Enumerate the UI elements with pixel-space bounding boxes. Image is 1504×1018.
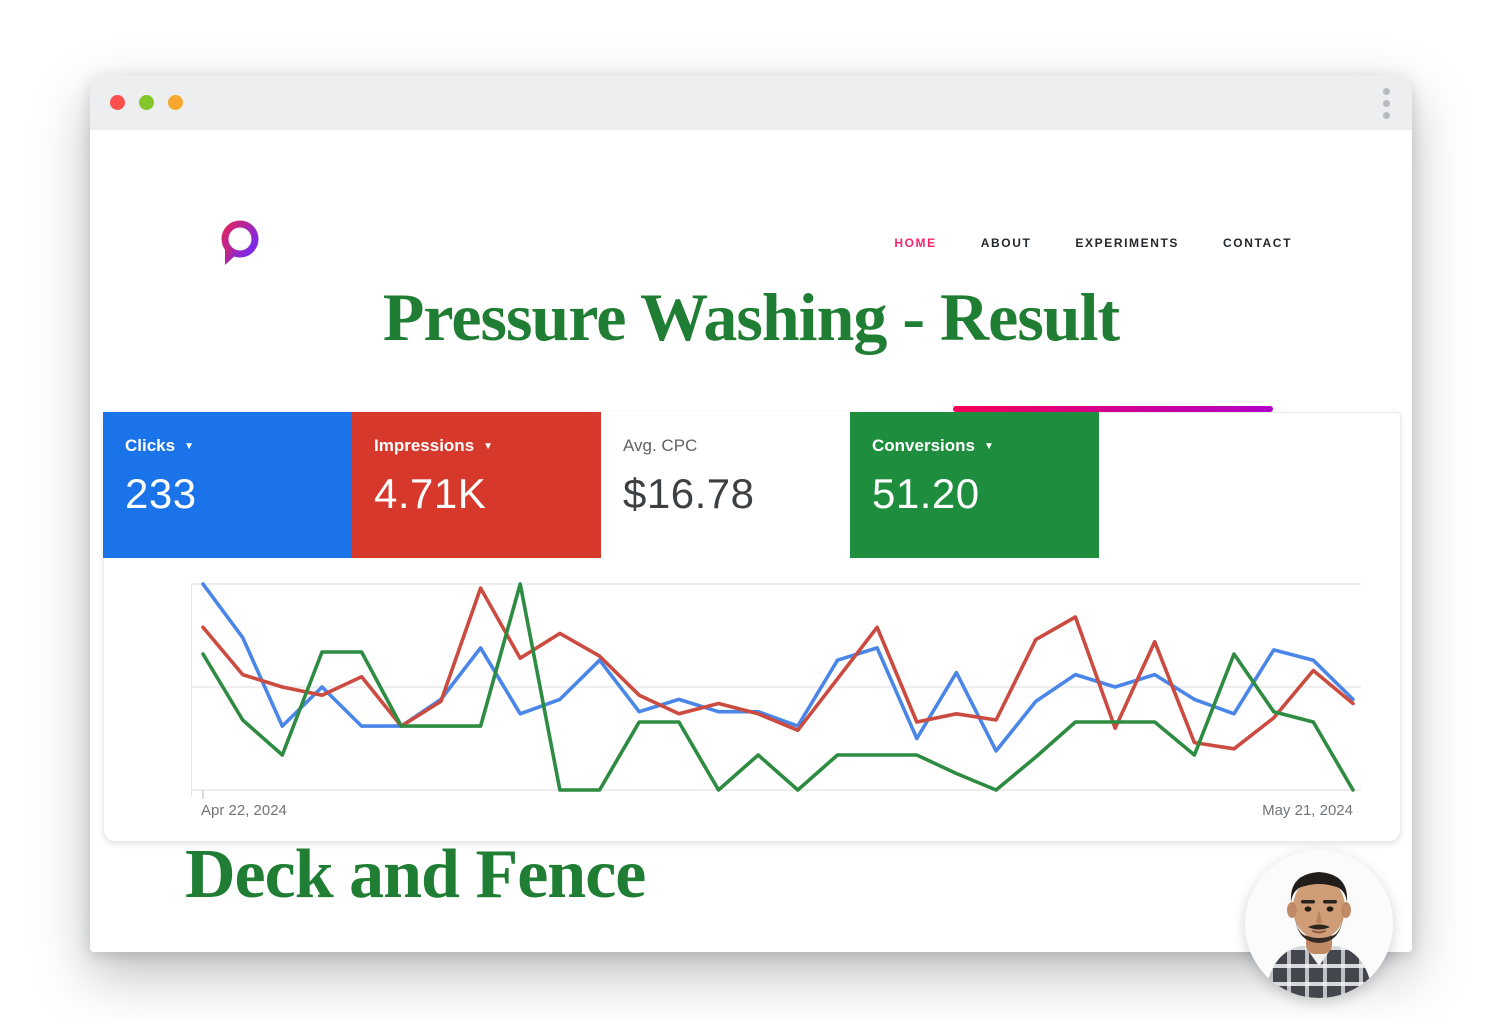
maximize-window-icon[interactable] xyxy=(168,95,183,110)
accent-divider-line xyxy=(953,406,1273,412)
metrics-panel: Clicks ▼ 233 Impressions ▼ 4.71K Avg. CPC … xyxy=(103,412,1401,842)
series-line-conversions xyxy=(201,582,1355,792)
scorecard-label: Avg. CPC xyxy=(623,436,698,455)
nav-item-experiments[interactable]: EXPERIMENTS xyxy=(1075,236,1180,250)
scorecard-value: 4.71K xyxy=(374,470,487,517)
nav-item-contact[interactable]: CONTACT xyxy=(1223,236,1292,250)
chevron-down-icon: ▼ xyxy=(983,441,994,452)
page-title: Pressure Washing - Result xyxy=(382,279,1120,355)
scorecard-row: Clicks ▼ 233 Impressions ▼ 4.71K Avg. CPC … xyxy=(103,412,1099,558)
browser-window: HOME ABOUT EXPERIMENTS CONTACT Pressure … xyxy=(90,75,1412,998)
main-nav: HOME ABOUT EXPERIMENTS CONTACT xyxy=(894,236,1292,250)
series-line-impressions xyxy=(201,586,1355,751)
scorecard-avg-cpc[interactable]: Avg. CPC $16.78 xyxy=(601,412,850,558)
browser-titlebar xyxy=(90,75,1412,130)
x-axis-start-label: Apr 22, 2024 xyxy=(201,802,287,819)
scorecard-value: $16.78 xyxy=(623,470,755,517)
traffic-lights xyxy=(110,75,183,130)
speech-bubble-p-icon xyxy=(221,220,259,265)
chevron-down-icon: ▼ xyxy=(483,441,494,452)
page-content: HOME ABOUT EXPERIMENTS CONTACT Pressure … xyxy=(90,130,1412,998)
line-chart-svg xyxy=(191,582,1361,799)
nav-item-home[interactable]: HOME xyxy=(894,236,937,250)
time-series-chart xyxy=(191,568,1363,818)
chevron-down-icon: ▼ xyxy=(184,441,194,452)
series-line-clicks xyxy=(201,582,1355,753)
site-logo[interactable] xyxy=(213,217,265,269)
profile-photo xyxy=(1245,850,1393,998)
close-window-icon[interactable] xyxy=(110,95,125,110)
scorecard-conversions[interactable]: Conversions ▼ 51.20 xyxy=(850,412,1099,558)
scorecard-label: Impressions xyxy=(374,436,475,455)
person-portrait-illustration xyxy=(1245,850,1393,998)
x-axis-end-label: May 21, 2024 xyxy=(1262,802,1353,819)
scorecard-label: Conversions xyxy=(872,436,975,455)
page-subtitle: Deck and Fence xyxy=(185,836,646,913)
nav-item-about[interactable]: ABOUT xyxy=(980,236,1032,250)
scorecard-label: Clicks xyxy=(125,436,176,455)
scorecard-impressions[interactable]: Impressions ▼ 4.71K xyxy=(352,412,601,558)
scorecard-clicks[interactable]: Clicks ▼ 233 xyxy=(103,412,352,558)
scorecard-value: 51.20 xyxy=(872,470,980,517)
scorecard-value: 233 xyxy=(125,470,197,517)
kebab-menu-icon[interactable] xyxy=(1374,84,1398,122)
minimize-window-icon[interactable] xyxy=(139,95,154,110)
